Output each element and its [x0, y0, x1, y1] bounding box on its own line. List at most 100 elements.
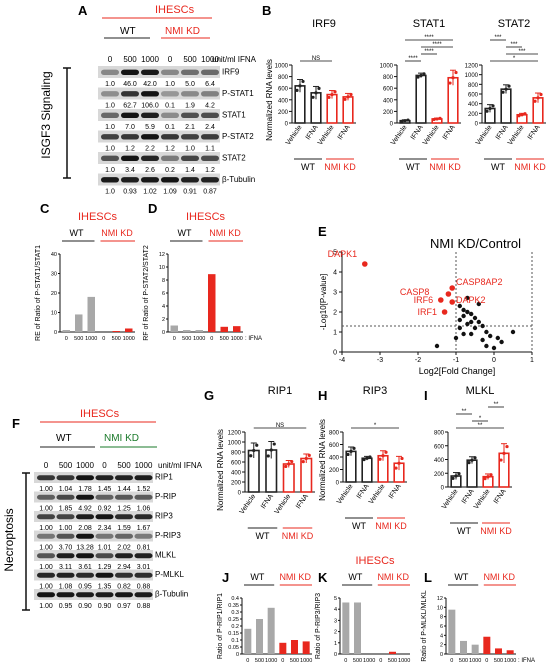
j-xtick-5: 1000 [300, 658, 312, 664]
l-xtick-3: 0 [485, 658, 488, 664]
l-xtick-5: 1000 [504, 658, 516, 664]
e-point-14 [488, 333, 493, 339]
b-yticklabel-2-5: 1000 [465, 73, 479, 79]
blot-quant-2-3: 2.34 [98, 525, 112, 532]
b-pt-1-3-0 [448, 81, 452, 85]
ghi-pt-2-1-1 [470, 458, 474, 462]
b-pt-2-3-2 [539, 92, 543, 97]
blot-protein-3: P-STAT2 [222, 132, 254, 141]
blot-band-0-2 [76, 475, 94, 481]
l-bar-2 [471, 644, 479, 654]
c-wt: WT [70, 228, 84, 238]
dose-label-0: 0 [108, 55, 113, 64]
blot-quant-3-1: 3.70 [59, 545, 73, 552]
panel-a-blots: 1.0 46.0 42.0 1.0 5.0 6.4 IRF9 1.0 62.7 106.0 0.1 1… [98, 66, 255, 196]
blot-quant-4-2: 3.61 [78, 564, 92, 571]
ghi-bar-1-1 [361, 457, 373, 483]
blot-quant-5-1: 1.08 [59, 584, 73, 591]
b-bar-1-1 [415, 74, 427, 124]
d-xsuffix: : IFNA [245, 336, 262, 342]
blot-band-5-1 [121, 177, 139, 183]
panel-c-chart: IHESCs WT NMI KD 0 10 20 30 40 RE of Ratio of P-… [35, 211, 135, 342]
blot-band-0-4 [115, 475, 133, 481]
d-bar-4 [220, 326, 228, 332]
b-yticklabel-1-0: 0 [390, 122, 394, 128]
blot-quant-3-0: 1.00 [39, 545, 53, 552]
b-pt-0-2-2 [333, 90, 337, 94]
l-xtick-2: 1000 [469, 658, 481, 664]
ghi-pt-1-2-0 [378, 457, 382, 461]
ghi-pt-1-1-1 [365, 456, 369, 460]
blot-quant-0-1: 1.04 [59, 486, 73, 493]
b-pt-2-2-2 [523, 112, 527, 116]
ghi-pt-2-0-1 [454, 474, 458, 478]
blot-band-5-2 [76, 572, 94, 578]
blot-quant-1-4: 1.9 [185, 103, 195, 110]
blot-quant-2-5: 1.67 [137, 525, 151, 532]
ghi-xlabel-2-2: Vehicle [473, 488, 492, 511]
blot-band-4-0 [101, 155, 119, 161]
blot-quant-1-3: 0.1 [165, 103, 175, 110]
blot-quant-3-2: 13.28 [76, 545, 94, 552]
d-wt: WT [178, 228, 192, 238]
blot-band-4-5 [134, 553, 153, 559]
k-bar-0 [342, 602, 350, 654]
l-bar-0 [448, 609, 456, 654]
blot-band-0-4 [181, 69, 199, 75]
b-pt-0-3-0 [343, 97, 347, 101]
k-yticklabel-3: 3 [334, 618, 337, 624]
l-ylabel: Ratio of P-MLKL/MLKL [421, 590, 428, 662]
blot-band-4-4 [181, 155, 199, 161]
e-hit-point-1 [449, 285, 456, 291]
l-wt: WT [454, 572, 468, 582]
blot-protein-4: MLKL [155, 551, 176, 560]
ghi-yticklabel-2-1: 200 [434, 472, 445, 478]
b-xlabel-2-2: Vehicle [507, 124, 526, 147]
l-yticklabel-6: 12 [437, 596, 443, 602]
blot-quant-4-1: 3.11 [59, 564, 72, 571]
b-pt-0-1-0 [311, 95, 315, 99]
blot-band-1-3 [95, 494, 114, 500]
blot-quant-5-0: 1.0 [105, 189, 115, 196]
ghi-xlabel-1-1: IFNA [356, 483, 371, 500]
b-pt-0-1-1 [314, 91, 318, 95]
b-xlabel-1-2: Vehicle [422, 124, 441, 147]
d-bar-5 [233, 326, 241, 332]
ghi-pt-2-1-2 [473, 456, 477, 460]
j-xtick-2: 1000 [265, 658, 277, 664]
b-pt-2-2-0 [517, 114, 521, 118]
blot-band-0-0 [37, 475, 55, 481]
e-yticklabel-4: 4 [333, 270, 337, 277]
blot-quant-0-2: 1.78 [78, 486, 92, 493]
blot-band-4-3 [95, 553, 114, 559]
panels-ghi: G H I Normalized RNA levels Normalized R… [204, 385, 512, 541]
blot-quant-5-3: 1.35 [98, 584, 112, 591]
ghi-kd-1: NMI KD [375, 521, 407, 531]
j-yticklabel-6: 0.3 [231, 610, 239, 616]
ghi-wt-2: WT [457, 526, 471, 536]
d-yticklabel-5: 10 [159, 265, 165, 271]
dose-label-1: 500 [59, 461, 73, 470]
j-xtick-3: 0 [281, 658, 284, 664]
b-pt-1-1-2 [422, 72, 426, 76]
panel-f-doses: 0 500 1000 0 500 1000 [44, 461, 153, 470]
e-hit-label-4: DAPK2 [456, 295, 486, 305]
ghi-pt-0-0-0 [249, 454, 253, 458]
blot-band-4-2 [141, 155, 159, 161]
blot-quant-3-4: 2.02 [117, 545, 131, 552]
b-pt-1-2-1 [435, 117, 439, 121]
blot-protein-1: P-STAT1 [222, 89, 254, 98]
blot-quant-6-3: 0.90 [98, 603, 112, 610]
d-xtick-5: 1000 [231, 336, 243, 342]
blot-band-6-0 [37, 592, 55, 598]
blot-quant-2-2: 5.9 [145, 124, 155, 131]
ghi-pt-0-3-2 [307, 453, 311, 457]
blot-band-0-5 [201, 69, 219, 75]
d-kd: NMI KD [209, 228, 241, 238]
b-pt-2-2-1 [520, 113, 524, 117]
l-bar-3 [483, 636, 491, 654]
b-yticklabel-2-1: 200 [468, 112, 479, 118]
j-yticklabel-7: 0.35 [228, 603, 239, 609]
panel-f-unit: unit/ml IFNA [158, 461, 203, 470]
